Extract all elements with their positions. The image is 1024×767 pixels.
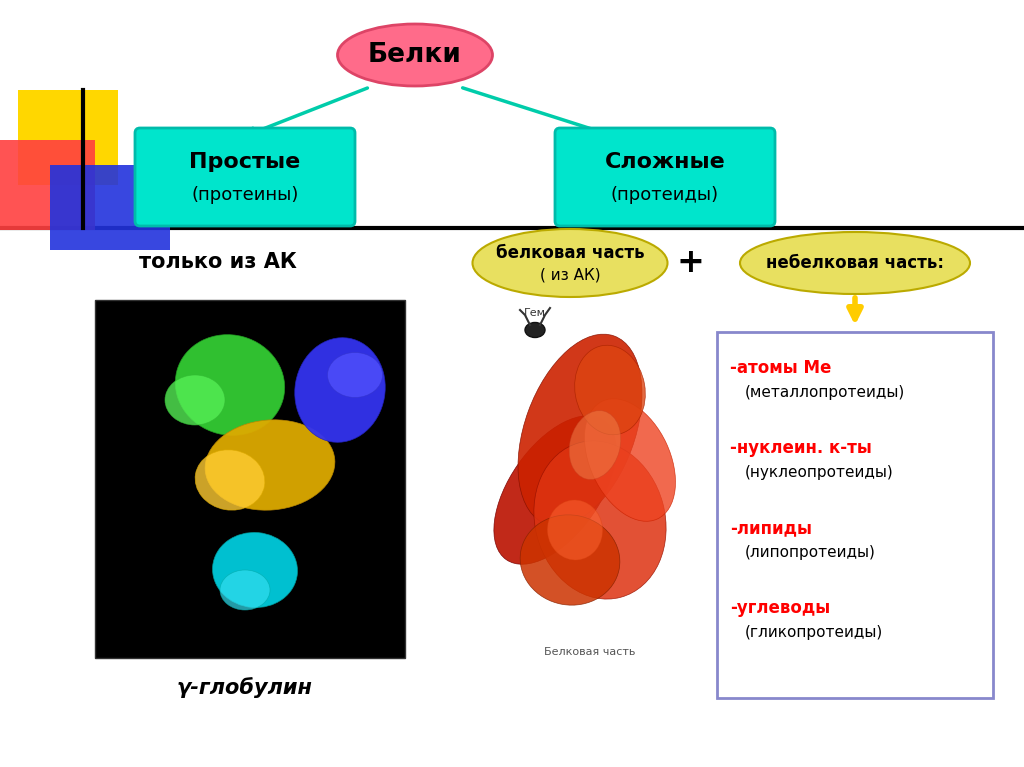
Ellipse shape bbox=[740, 232, 970, 294]
Ellipse shape bbox=[328, 353, 383, 397]
FancyBboxPatch shape bbox=[50, 165, 170, 250]
Text: γ-глобулин: γ-глобулин bbox=[177, 677, 313, 699]
FancyBboxPatch shape bbox=[18, 90, 118, 185]
Text: белковая часть: белковая часть bbox=[496, 244, 644, 262]
Text: ( из АК): ( из АК) bbox=[540, 268, 600, 282]
Ellipse shape bbox=[585, 399, 676, 522]
Text: Белковая часть: Белковая часть bbox=[545, 647, 636, 657]
Text: +: + bbox=[676, 246, 703, 279]
Text: -атомы Ме: -атомы Ме bbox=[730, 359, 831, 377]
Text: (нуклеопротеиды): (нуклеопротеиды) bbox=[745, 466, 894, 480]
Ellipse shape bbox=[205, 420, 335, 510]
FancyBboxPatch shape bbox=[95, 300, 406, 658]
Text: -липиды: -липиды bbox=[730, 519, 812, 537]
Ellipse shape bbox=[220, 570, 270, 610]
Text: (протеиды): (протеиды) bbox=[611, 186, 719, 204]
Text: Гем: Гем bbox=[524, 308, 546, 318]
Ellipse shape bbox=[213, 532, 297, 607]
FancyBboxPatch shape bbox=[555, 128, 775, 226]
Text: только из АК: только из АК bbox=[139, 252, 297, 272]
Text: Простые: Простые bbox=[189, 152, 301, 172]
Ellipse shape bbox=[569, 410, 621, 479]
FancyBboxPatch shape bbox=[0, 140, 95, 230]
Ellipse shape bbox=[548, 500, 602, 560]
Text: -углеводы: -углеводы bbox=[730, 599, 830, 617]
Text: Белки: Белки bbox=[368, 42, 462, 68]
Text: (металлопротеиды): (металлопротеиды) bbox=[745, 386, 905, 400]
Text: небелковая часть:: небелковая часть: bbox=[766, 254, 944, 272]
FancyBboxPatch shape bbox=[717, 332, 993, 698]
Ellipse shape bbox=[525, 322, 545, 337]
Ellipse shape bbox=[494, 416, 616, 565]
Ellipse shape bbox=[472, 229, 668, 297]
Ellipse shape bbox=[520, 515, 620, 605]
Ellipse shape bbox=[295, 337, 385, 443]
Ellipse shape bbox=[574, 345, 645, 435]
Text: (протеины): (протеины) bbox=[191, 186, 299, 204]
Ellipse shape bbox=[175, 334, 285, 436]
Text: -нуклеин. к-ты: -нуклеин. к-ты bbox=[730, 439, 871, 457]
Text: (липопротеиды): (липопротеиды) bbox=[745, 545, 876, 561]
Text: Сложные: Сложные bbox=[604, 152, 725, 172]
Ellipse shape bbox=[518, 334, 642, 526]
Ellipse shape bbox=[534, 441, 666, 599]
Ellipse shape bbox=[338, 24, 493, 86]
Text: (гликопротеиды): (гликопротеиды) bbox=[745, 626, 884, 640]
Ellipse shape bbox=[196, 449, 265, 510]
Ellipse shape bbox=[165, 375, 225, 425]
FancyBboxPatch shape bbox=[135, 128, 355, 226]
